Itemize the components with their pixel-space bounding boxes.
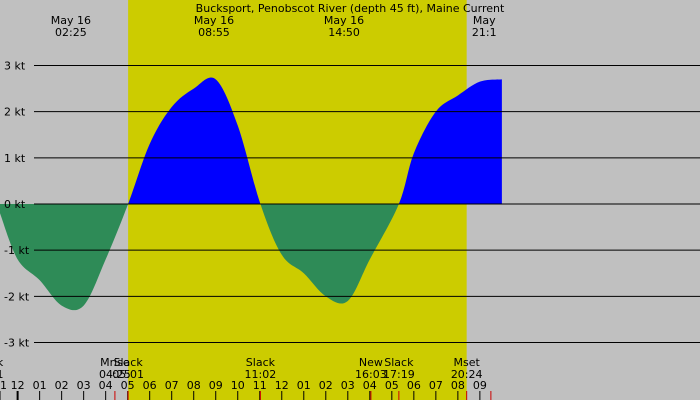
event-name-label: Slack (384, 356, 414, 369)
hour-tick-label: 05 (385, 379, 399, 392)
hour-tick-label: 09 (209, 379, 223, 392)
hour-tick-label: 07 (429, 379, 443, 392)
event-time-label: 05:01 (112, 368, 144, 381)
event-labels: k1Mrise04:25Slack05:01Slack11:02New16:03… (0, 356, 483, 381)
hour-tick-label: 06 (407, 379, 421, 392)
current-areas (0, 77, 502, 311)
hour-tick-label: 12 (11, 379, 25, 392)
hour-tick-label: 08 (451, 379, 465, 392)
hour-tick-label: 07 (165, 379, 179, 392)
peak-date-label: May 16 (324, 14, 364, 27)
y-tick-label: 2 kt (4, 106, 26, 119)
y-tick-label: 1 kt (4, 152, 26, 165)
peak-date-label: May (473, 14, 496, 27)
event-name-label: Slack (246, 356, 276, 369)
hour-tick-label: 02 (319, 379, 333, 392)
peak-date-label: May 16 (51, 14, 91, 27)
event-name-label: k (0, 356, 4, 369)
ebb-area (0, 204, 502, 311)
peak-time-label: 08:55 (198, 26, 230, 39)
hour-tick-label: 02 (55, 379, 69, 392)
hour-tick-label: 04 (363, 379, 377, 392)
event-time-label: 20:24 (451, 368, 483, 381)
y-tick-label: -1 kt (4, 244, 30, 257)
y-tick-label: 0 kt (4, 198, 26, 211)
flood-area (0, 77, 502, 204)
hour-tick-label: 11 (253, 379, 267, 392)
hour-tick-label: 06 (143, 379, 157, 392)
hour-tick-label: 01 (33, 379, 47, 392)
peak-date-label: May 16 (194, 14, 234, 27)
event-name-label: New (359, 356, 383, 369)
hour-tick-label: 05 (121, 379, 135, 392)
event-name-label: Mrise (100, 356, 130, 369)
hour-tick-label: 03 (341, 379, 355, 392)
grid-lines: 3 kt 2 kt 1 kt 0 kt -1 kt -2 kt -3 kt (4, 60, 700, 350)
chart-title: Bucksport, Penobscot River (depth 45 ft)… (196, 2, 505, 15)
hour-axis: 11 12 01 02 03 04 05 06 07 08 09 10 11 12 01 02 03 04 05 06… (0, 379, 492, 400)
hour-tick-label: 12 (275, 379, 289, 392)
hour-tick-label: 01 (297, 379, 311, 392)
event-name-label: Mset (454, 356, 481, 369)
peak-time-label: 14:50 (328, 26, 360, 39)
event-name-label: Slack (114, 356, 144, 369)
hour-tick-label: 08 (187, 379, 201, 392)
event-time-label: 04:25 (99, 368, 131, 381)
hour-tick-label: 09 (473, 379, 487, 392)
event-time-label: 17:19 (383, 368, 415, 381)
hour-tick-label: 04 (99, 379, 113, 392)
y-tick-label: -3 kt (4, 337, 30, 350)
hour-tick-label: 11 (0, 379, 7, 392)
peak-time-label: 02:25 (55, 26, 87, 39)
y-tick-label: -2 kt (4, 290, 30, 303)
hour-tick-label: 10 (231, 379, 245, 392)
event-time-label: 16:03 (355, 368, 387, 381)
event-time-label: 1 (0, 368, 4, 381)
y-tick-label: 3 kt (4, 60, 26, 73)
hour-tick-label: 03 (77, 379, 91, 392)
event-time-label: 11:02 (245, 368, 277, 381)
peak-time-label: 21:1 (472, 26, 497, 39)
